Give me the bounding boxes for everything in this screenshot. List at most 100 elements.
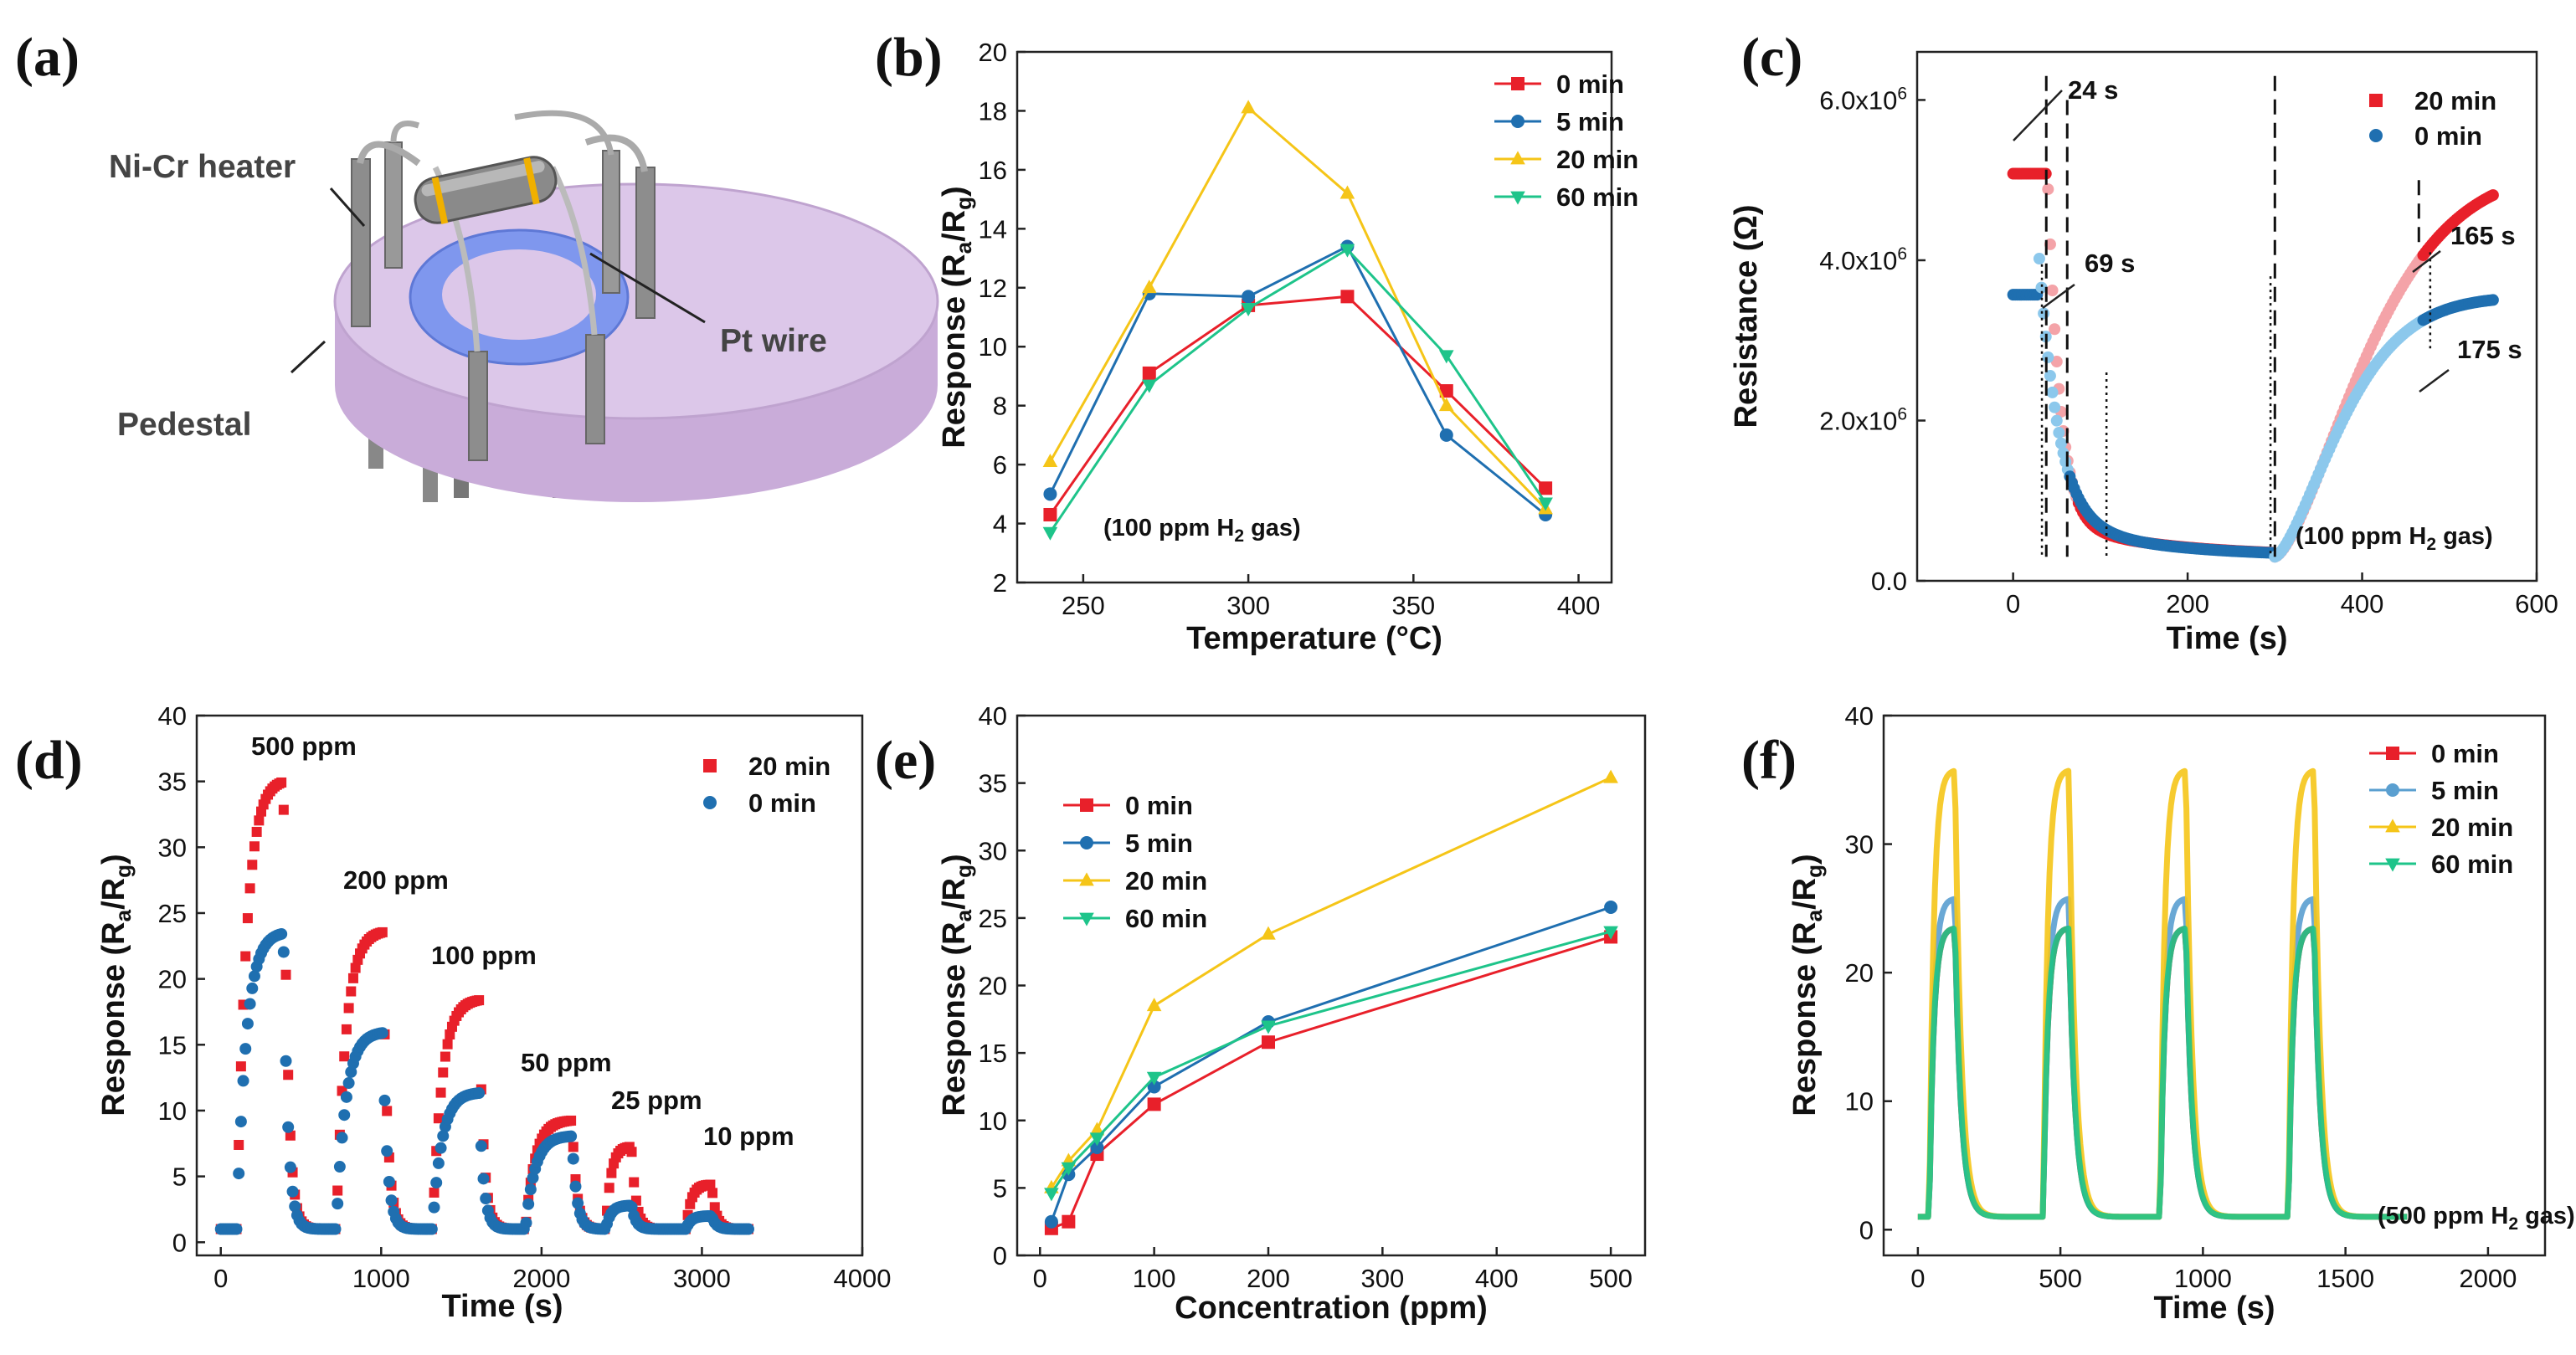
y-tick-label: 0 (1859, 1215, 1874, 1245)
data-point (1042, 526, 1058, 541)
x-tick-label: 500 (2039, 1264, 2082, 1293)
pt-wire (357, 141, 421, 167)
wire-arrow (589, 252, 706, 324)
legend-label: 20 min (1125, 866, 1207, 896)
arrow-69s (2042, 283, 2075, 310)
data-point (2049, 401, 2061, 413)
data-point (2050, 356, 2063, 368)
axes-c: 0 200 400 600 0.0 2.0x106 4.0x106 6.0x106 (1819, 84, 2558, 618)
data-point (342, 1077, 355, 1090)
x-tick-label: 200 (2166, 589, 2209, 618)
pt-wire-label: Pt wire (720, 323, 827, 359)
data-point (1147, 1080, 1161, 1094)
data-point (520, 1217, 532, 1229)
legend-marker (1511, 115, 1525, 128)
data-point (235, 1061, 246, 1072)
data-point (477, 1173, 490, 1185)
data-point (433, 1113, 444, 1124)
panel-e: (e) 0 100 200 300 400 500 0 5 10 15 20 25 30 35 40 Con… (875, 701, 1647, 1326)
data-point (254, 815, 265, 826)
panel-label-b: (b) (875, 27, 943, 88)
series-c (2007, 75, 2499, 563)
data-point (2038, 307, 2050, 320)
y-axis-label-d: Response (Ra/Rg) (96, 854, 136, 1116)
y-tick-label: 10 (979, 1106, 1007, 1136)
data-point (377, 926, 388, 937)
legend-e: 0 min 5 min 20 min 60 min (1063, 791, 1207, 933)
data-point (2042, 183, 2054, 196)
data-point (1603, 769, 1618, 783)
data-point (1061, 1162, 1077, 1176)
series-b (1042, 100, 1553, 541)
data-point (1142, 366, 1156, 380)
y-tick-label: 2.0x106 (1819, 404, 1907, 435)
y-tick-label: 8 (993, 392, 1007, 421)
pulse-label-10: 10 ppm (703, 1121, 794, 1151)
y-tick-label: 40 (1845, 701, 1874, 731)
data-point (1062, 1214, 1076, 1229)
legend-label: 0 min (1556, 69, 1624, 99)
data-point (437, 1130, 450, 1142)
data-point (285, 1130, 296, 1141)
x-tick-label: 100 (1133, 1264, 1176, 1293)
pedestal-label: Pedestal (117, 407, 251, 443)
legend-f: 0 min 5 min 20 min 60 min (2369, 739, 2513, 879)
pulse-label-200: 200 ppm (343, 865, 449, 895)
data-point (1261, 926, 1276, 940)
data-point (1603, 926, 1618, 940)
data-point (340, 1091, 352, 1103)
data-point (442, 1039, 453, 1050)
plot-frame-e (1015, 714, 1647, 1257)
y-tick-label: 25 (158, 899, 187, 928)
data-point (383, 1175, 395, 1188)
data-point (275, 927, 288, 940)
arrow-24s (2013, 90, 2063, 141)
legend-label: 5 min (2431, 776, 2499, 805)
y-tick-label: 14 (979, 214, 1007, 244)
series-line (1050, 930, 1612, 1194)
data-point (1538, 497, 1553, 511)
data-point (1043, 507, 1057, 521)
data-point (569, 1180, 582, 1193)
data-point (432, 1157, 445, 1169)
electrode-post (351, 158, 371, 327)
legend-label: 5 min (1125, 829, 1193, 858)
data-point (332, 1185, 343, 1196)
plot-frame-d (195, 714, 864, 1257)
data-point (284, 1161, 296, 1173)
legend-marker (1511, 77, 1525, 90)
data-point (2050, 414, 2063, 427)
panel-label-f: (f) (1741, 730, 1797, 791)
data-point (626, 1147, 637, 1157)
annotation-165s: 165 s (2450, 221, 2516, 250)
data-point (1242, 290, 1256, 304)
panel-a: (a) (15, 27, 939, 502)
x-axis-label-c: Time (s) (2166, 621, 2287, 656)
x-tick-label: 250 (1062, 591, 1105, 620)
data-point (2044, 370, 2056, 382)
data-point (2046, 386, 2059, 398)
panel-b: (b) 250 300 350 400 2 4 6 8 10 12 14 16 18 20 Tempera… (875, 27, 1638, 656)
alumina-ring-hole (442, 249, 596, 340)
data-point (473, 1087, 486, 1100)
gas-note-b: (100 ppm H2 gas) (1103, 515, 1301, 546)
electrode-post (602, 150, 620, 294)
annotation-69s: 69 s (2085, 249, 2135, 278)
data-point (1089, 1121, 1105, 1136)
y-tick-label: 2 (993, 568, 1007, 598)
x-tick-label: 2000 (512, 1264, 570, 1293)
heater-arrow (329, 187, 366, 227)
heater-tube (414, 156, 558, 224)
x-tick-label: 2000 (2459, 1264, 2517, 1293)
y-tick-label: 6 (993, 450, 1007, 480)
x-tick-label: 300 (1360, 1264, 1404, 1293)
data-point (606, 1168, 617, 1178)
data-point (234, 1116, 247, 1128)
series-line (1049, 244, 1547, 516)
y-axis-label-b: Response (Ra/Rg) (937, 186, 976, 448)
y-tick-label: 0 (993, 1241, 1007, 1270)
y-tick-label: 0.0 (1871, 567, 1907, 596)
pulse-label-100: 100 ppm (431, 941, 537, 970)
arrow-165s (2412, 250, 2441, 273)
legend-label: 20 min (2414, 86, 2496, 115)
